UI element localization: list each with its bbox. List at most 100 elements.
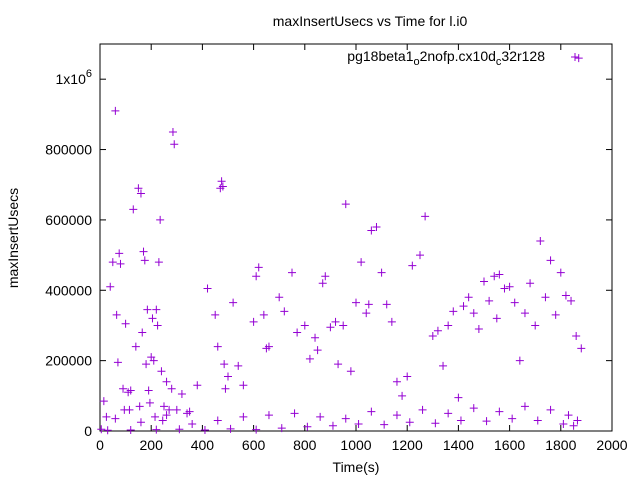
data-point (152, 425, 161, 434)
data-point (252, 425, 261, 434)
data-point (203, 284, 212, 293)
data-point (380, 420, 389, 429)
chart-title: maxInsertUsecs vs Time for l.i0 (273, 13, 468, 29)
data-point (288, 268, 296, 277)
data-point (392, 411, 401, 420)
data-point (520, 309, 529, 318)
data-point (102, 412, 111, 421)
data-point (148, 314, 157, 323)
data-point (172, 405, 181, 414)
data-point (136, 189, 145, 198)
data-point (372, 222, 381, 231)
data-point (229, 298, 238, 307)
data-point (492, 314, 501, 323)
data-point (416, 251, 424, 260)
data-point (165, 405, 174, 414)
data-point (346, 367, 355, 376)
data-point (328, 421, 337, 430)
data-point (108, 258, 117, 267)
data-point (111, 106, 120, 115)
data-point (113, 358, 122, 367)
data-point (275, 293, 284, 302)
x-tick-label: 600 (242, 437, 266, 453)
data-point (439, 361, 448, 370)
data-point (449, 307, 458, 316)
data-point (364, 300, 373, 309)
data-point (533, 416, 542, 425)
data-point (126, 425, 135, 434)
data-point (569, 421, 578, 430)
y-tick-label: 200000 (45, 353, 92, 369)
data-point (574, 54, 583, 63)
legend-subscript: c (496, 56, 502, 68)
x-tick-label: 400 (191, 437, 215, 453)
data-point (334, 360, 343, 369)
data-point (408, 261, 417, 270)
data-point (515, 356, 524, 365)
data-point (341, 200, 350, 209)
data-point (200, 425, 209, 434)
data-point (151, 412, 160, 421)
data-point (510, 298, 519, 307)
data-point (341, 414, 350, 423)
data-point (508, 414, 517, 423)
data-point (561, 291, 570, 300)
data-point (326, 323, 335, 332)
x-tick-label: 200 (140, 437, 164, 453)
data-point (115, 249, 124, 258)
data-point (520, 402, 529, 411)
data-point (280, 307, 289, 316)
data-point (290, 409, 299, 418)
x-tick-label: 1200 (392, 437, 423, 453)
data-point (403, 372, 412, 381)
data-point (500, 284, 509, 293)
data-point (418, 405, 427, 414)
data-point (398, 391, 407, 400)
data-point (154, 258, 163, 267)
data-point (305, 354, 314, 363)
data-point (352, 298, 360, 307)
data-point (474, 324, 483, 333)
data-point (428, 332, 437, 341)
data-point (211, 310, 220, 319)
data-point (577, 344, 586, 353)
data-point (313, 346, 322, 355)
data-point (152, 305, 161, 314)
legend-text-part: 32r128 (501, 48, 545, 64)
data-point (140, 256, 149, 265)
x-tick-label: 0 (96, 437, 104, 453)
data-point (158, 416, 167, 425)
legend-marker-plus (571, 53, 579, 61)
data-point (143, 305, 152, 314)
legend-subscript: o (413, 56, 419, 68)
data-point (536, 237, 545, 246)
data-point (405, 418, 414, 427)
data-point (331, 317, 340, 326)
data-point (321, 272, 330, 281)
data-point (224, 372, 232, 381)
data-point (485, 296, 494, 305)
data-point (125, 405, 134, 414)
data-point (362, 309, 371, 318)
data-point (264, 411, 273, 420)
data-point (149, 356, 158, 365)
data-point (112, 310, 121, 319)
data-point (167, 384, 176, 393)
data-point (239, 412, 248, 421)
data-point (97, 425, 106, 434)
data-point (99, 397, 108, 406)
data-point (213, 342, 222, 351)
data-point (367, 226, 376, 235)
data-point (444, 321, 453, 330)
data-point (482, 417, 491, 426)
legend: pg18beta1o2nofp.cx10dc32r128 (347, 48, 579, 68)
x-axis-label: Time(s) (333, 459, 380, 475)
data-point (480, 277, 488, 286)
data-point (531, 321, 540, 330)
data-point (546, 256, 555, 265)
data-point (218, 182, 227, 191)
data-point (490, 272, 499, 281)
x-tick-label: 800 (293, 437, 317, 453)
y-axis: 0 200000 400000 600000 800000 1x106 (45, 68, 612, 439)
